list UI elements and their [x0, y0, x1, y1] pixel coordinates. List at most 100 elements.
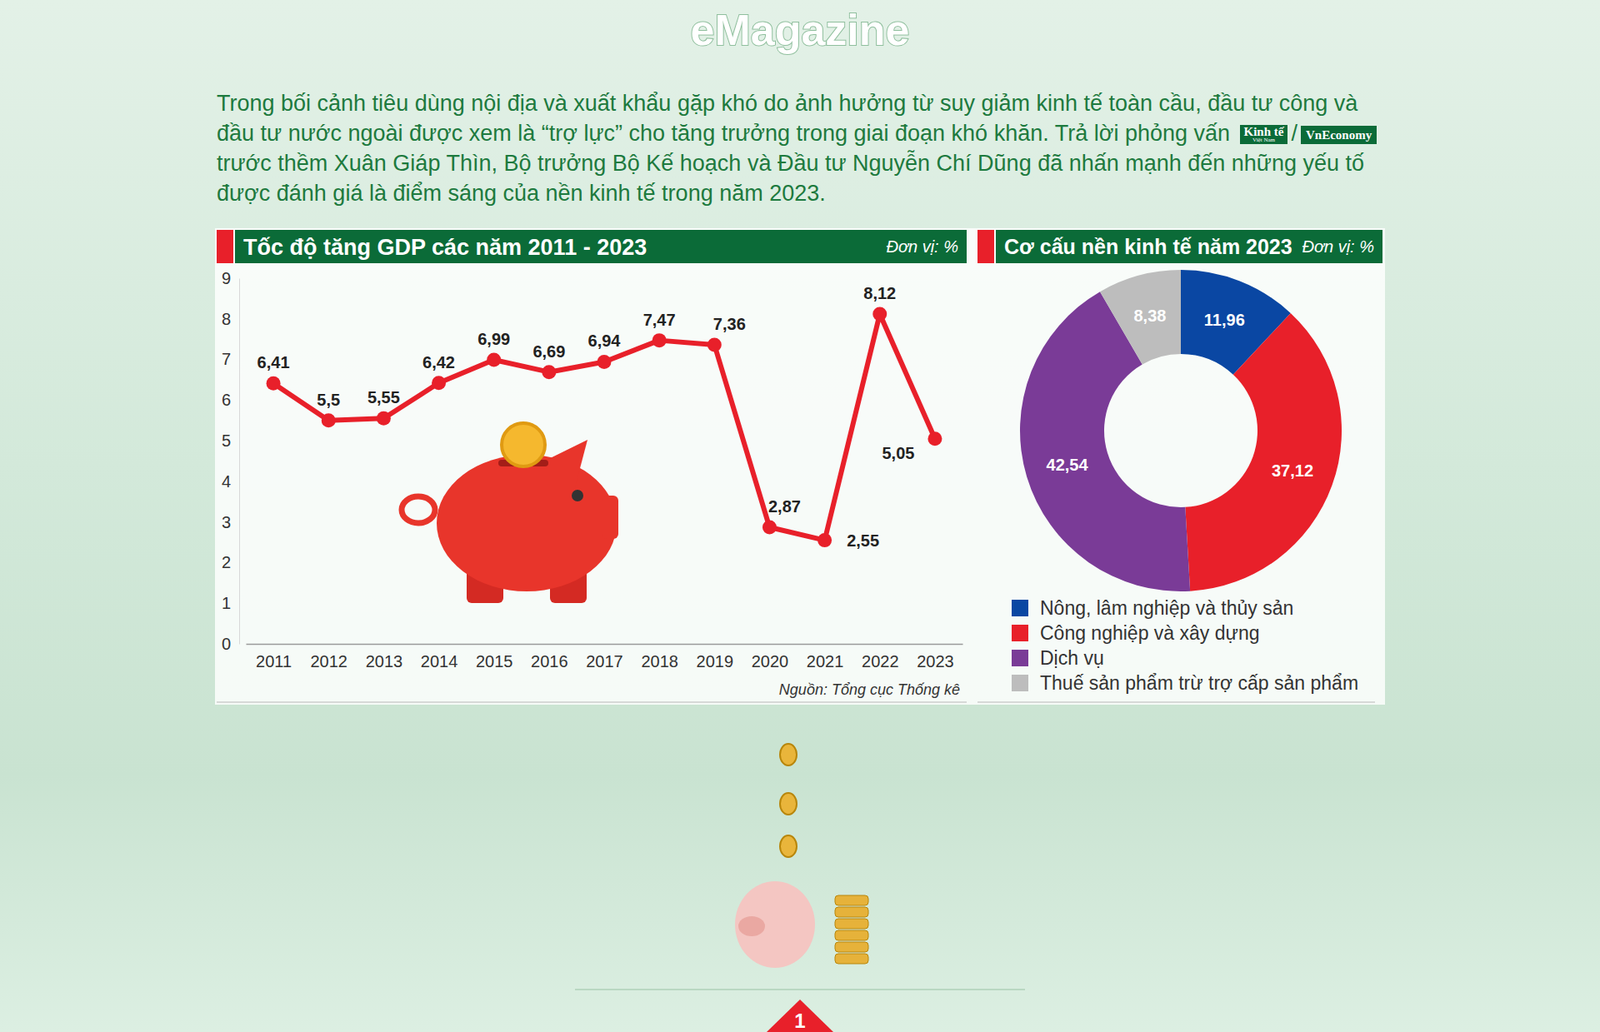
gdp-point — [321, 413, 336, 428]
plot-area — [266, 306, 943, 548]
unit-label: Đơn vị: % — [1301, 237, 1375, 256]
data-label: 6,41 — [257, 353, 290, 372]
chart-title: Tốc độ tăng GDP các năm 2011 - 2023 — [243, 235, 647, 260]
x-tick-label: 2016 — [530, 652, 569, 671]
coin-stack — [835, 942, 869, 953]
data-labels: 6,415,55,556,426,996,696,947,477,362,872… — [257, 284, 915, 550]
panel-rule — [216, 702, 967, 704]
title-tab — [216, 230, 234, 264]
gdp-point — [597, 355, 612, 370]
logo-subtext: Việt Nam — [1244, 137, 1285, 144]
y-tick-label: 6 — [221, 390, 231, 410]
coin — [501, 423, 545, 467]
page-number: 1 — [794, 1010, 805, 1032]
y-tick-label: 2 — [221, 553, 231, 572]
pig-snout — [601, 495, 619, 540]
x-tick-label: 2020 — [751, 652, 790, 671]
legend-label: Nông, lâm nghiệp và thủy sản — [1040, 597, 1294, 620]
legend: Nông, lâm nghiệp và thủy sảnCông nghiệp … — [1011, 597, 1359, 695]
gdp-point — [486, 353, 501, 368]
y-axis-line — [239, 279, 240, 645]
bottom-piggy — [735, 744, 869, 969]
x-tick: 2022 — [861, 644, 900, 671]
title-tab — [977, 230, 995, 264]
pig-tail — [401, 496, 435, 524]
data-label: 5,55 — [367, 388, 400, 407]
x-tick-label: 2013 — [365, 652, 404, 671]
x-tick-label: 2011 — [255, 652, 292, 671]
y-tick: 0 — [221, 635, 240, 654]
panel-rule — [977, 702, 1375, 704]
legend-label: Thuế sản phẩm trừ trợ cấp sản phẩm — [1040, 672, 1359, 695]
pig-body — [436, 455, 617, 592]
data-label: 6,42 — [422, 353, 455, 372]
gdp-point — [376, 411, 391, 426]
x-tick: 2018 — [640, 644, 679, 671]
y-axis: 0 1 2 3 4 5 6 7 8 9 — [221, 269, 240, 654]
x-tick-label: 2021 — [806, 652, 845, 671]
data-label: 5,5 — [316, 390, 340, 410]
x-tick: 2012 — [310, 644, 348, 671]
x-tick: 2013 — [365, 644, 404, 671]
slice-label: 37,12 — [1271, 461, 1314, 480]
donut-slice — [1185, 313, 1342, 592]
data-label: 2,87 — [768, 497, 801, 516]
falling-coin — [780, 835, 797, 858]
separator: / — [1290, 120, 1298, 146]
gdp-point — [927, 431, 942, 446]
header-title: eMagazine — [690, 5, 910, 55]
x-tick-label: 2012 — [310, 652, 348, 671]
data-label: 6,94 — [588, 331, 622, 350]
x-tick-label: 2015 — [475, 652, 514, 671]
y-tick: 3 — [221, 513, 240, 532]
coin-stack — [835, 930, 869, 941]
donut-slice — [1100, 270, 1181, 365]
gdp-line — [273, 314, 935, 541]
x-tick-label: 2017 — [585, 652, 624, 671]
intro-paragraph: Trong bối cảnh tiêu dùng nội địa và xuất… — [216, 88, 1388, 209]
gdp-point — [762, 520, 777, 535]
x-tick: 2023 — [916, 644, 955, 671]
y-tick: 8 — [221, 310, 240, 329]
intro-text: Trong bối cảnh tiêu dùng nội địa và xuất… — [216, 90, 1358, 146]
coin-stack — [835, 919, 869, 930]
x-axis-line — [246, 644, 964, 646]
intro-text: trước thềm Xuân Giáp Thìn, Bộ trưởng Bộ … — [216, 150, 1365, 206]
x-tick-label: 2022 — [861, 652, 900, 671]
gdp-point — [266, 376, 281, 391]
y-tick: 9 — [221, 269, 240, 288]
page-marker — [766, 1000, 834, 1032]
title-bar — [235, 230, 967, 264]
x-tick: 2015 — [475, 644, 514, 671]
y-tick: 4 — [221, 472, 240, 491]
data-label: 7,47 — [643, 310, 676, 330]
y-tick-label: 7 — [221, 350, 231, 369]
x-tick: 2019 — [696, 644, 735, 671]
legend-swatch — [1011, 600, 1029, 617]
pig-eye — [571, 490, 584, 502]
x-tick: 2020 — [751, 644, 790, 671]
pig-snout — [738, 916, 765, 937]
coin-stack — [835, 907, 869, 918]
x-tick: 2017 — [585, 644, 624, 671]
falling-coin — [780, 793, 797, 815]
gdp-point — [872, 306, 887, 321]
gdp-point — [431, 375, 446, 390]
slice-label: 8,38 — [1133, 306, 1166, 325]
data-label: 5,05 — [881, 444, 915, 463]
y-tick: 6 — [221, 390, 240, 410]
logo: Kinh tếViệt Nam — [1240, 125, 1289, 145]
legend-swatch — [1011, 625, 1029, 642]
y-tick: 1 — [221, 594, 240, 613]
y-tick: 2 — [221, 553, 240, 572]
x-tick-label: 2018 — [640, 652, 679, 671]
y-tick: 5 — [221, 431, 240, 450]
data-label: 2,55 — [846, 531, 880, 550]
logo-text: Kinh tế — [1244, 125, 1285, 139]
data-label: 8,12 — [863, 284, 896, 303]
legend-label: Dịch vụ — [1040, 647, 1105, 670]
horizon-line — [575, 989, 1025, 991]
y-tick-label: 5 — [221, 431, 231, 450]
slice-label: 42,54 — [1046, 455, 1090, 475]
x-tick-label: 2014 — [420, 652, 459, 671]
